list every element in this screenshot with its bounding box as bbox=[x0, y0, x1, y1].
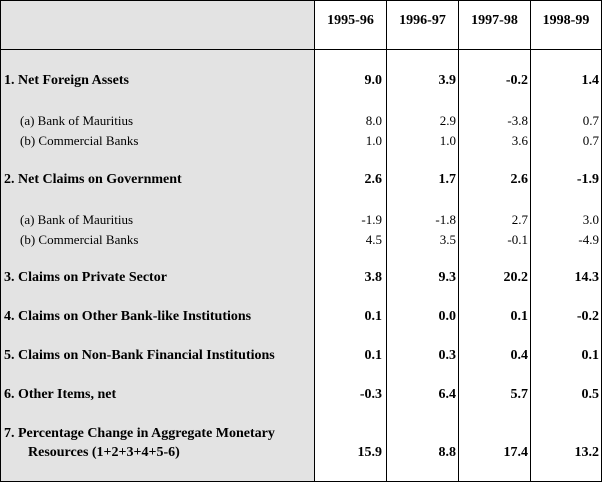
cell-value: 0.7 bbox=[582, 113, 599, 128]
cell-value: -1.9 bbox=[576, 172, 599, 187]
column-divider bbox=[530, 1, 531, 481]
row-label: 6. Other Items, net bbox=[4, 387, 117, 402]
table-row: 1. Net Foreign Assets 9.0 3.9 -0.2 1.4 bbox=[1, 73, 601, 91]
row-label: 4. Claims on Other Bank-like Institution… bbox=[4, 309, 252, 324]
cell-value: 1.0 bbox=[365, 133, 382, 148]
table-row: 5. Claims on Non-Bank Financial Institut… bbox=[1, 348, 601, 366]
cell-value: 1.4 bbox=[581, 73, 600, 88]
cell-value: -0.3 bbox=[359, 387, 382, 402]
header-1995-96: 1995-96 bbox=[327, 13, 374, 28]
row-label: 1. Net Foreign Assets bbox=[4, 73, 129, 88]
cell-value: 0.5 bbox=[581, 387, 600, 402]
cell-value: 5.7 bbox=[510, 387, 529, 402]
cell-value: 20.2 bbox=[503, 270, 529, 285]
cell-value: 0.4 bbox=[510, 348, 529, 363]
header-1996-97: 1996-97 bbox=[399, 13, 446, 28]
row-label: 2. Net Claims on Government bbox=[4, 172, 182, 187]
table-row: Resources (1+2+3+4+5-6) 15.9 8.8 17.4 13… bbox=[1, 445, 601, 463]
row-label: 3. Claims on Private Sector bbox=[4, 270, 167, 285]
cell-value: -3.8 bbox=[507, 113, 528, 128]
cell-value: 4.5 bbox=[365, 232, 382, 247]
cell-value: -4.9 bbox=[578, 232, 599, 247]
table-row: 3. Claims on Private Sector 3.8 9.3 20.2… bbox=[1, 270, 601, 288]
cell-value: -1.8 bbox=[435, 212, 456, 227]
table-row: (a) Bank of Mauritius 8.0 2.9 -3.8 0.7 bbox=[1, 113, 601, 131]
row-label-continued: Resources (1+2+3+4+5-6) bbox=[28, 445, 180, 460]
header-divider bbox=[1, 49, 601, 50]
cell-value: -0.1 bbox=[507, 232, 528, 247]
cell-value: 8.0 bbox=[365, 113, 382, 128]
table-row: 2. Net Claims on Government 2.6 1.7 2.6 … bbox=[1, 172, 601, 190]
cell-value: -0.2 bbox=[576, 309, 599, 324]
cell-value: 14.3 bbox=[574, 270, 600, 285]
cell-value: 3.0 bbox=[582, 212, 599, 227]
cell-value: 9.0 bbox=[364, 73, 383, 88]
table-row: (b) Commercial Banks 1.0 1.0 3.6 0.7 bbox=[1, 133, 601, 151]
cell-value: 3.6 bbox=[511, 133, 528, 148]
row-label: (b) Commercial Banks bbox=[20, 232, 139, 247]
cell-value: 3.9 bbox=[438, 73, 457, 88]
table-row: 7. Percentage Change in Aggregate Moneta… bbox=[1, 426, 601, 444]
column-divider bbox=[386, 1, 387, 481]
cell-value: 17.4 bbox=[503, 445, 529, 460]
cell-value: 2.6 bbox=[510, 172, 529, 187]
cell-value: 2.7 bbox=[511, 212, 528, 227]
cell-value: 0.0 bbox=[438, 309, 457, 324]
cell-value: 8.8 bbox=[438, 445, 457, 460]
header-1997-98: 1997-98 bbox=[471, 13, 518, 28]
cell-value: 0.1 bbox=[581, 348, 600, 363]
cell-value: 3.8 bbox=[364, 270, 383, 285]
cell-value: 0.7 bbox=[582, 133, 599, 148]
cell-value: 0.3 bbox=[438, 348, 457, 363]
row-label: (a) Bank of Mauritius bbox=[20, 113, 134, 128]
column-divider bbox=[458, 1, 459, 481]
row-label: (b) Commercial Banks bbox=[20, 133, 139, 148]
table-row: 4. Claims on Other Bank-like Institution… bbox=[1, 309, 601, 327]
cell-value: -1.9 bbox=[361, 212, 382, 227]
label-column-background bbox=[1, 1, 314, 481]
cell-value: 9.3 bbox=[438, 270, 457, 285]
table-row: (b) Commercial Banks 4.5 3.5 -0.1 -4.9 bbox=[1, 232, 601, 250]
cell-value: 13.2 bbox=[574, 445, 600, 460]
table-row: 6. Other Items, net -0.3 6.4 5.7 0.5 bbox=[1, 387, 601, 405]
cell-value: 0.1 bbox=[364, 309, 383, 324]
table-row: (a) Bank of Mauritius -1.9 -1.8 2.7 3.0 bbox=[1, 212, 601, 230]
cell-value: 1.0 bbox=[439, 133, 456, 148]
cell-value: 6.4 bbox=[438, 387, 457, 402]
cell-value: 0.1 bbox=[510, 309, 529, 324]
row-label: (a) Bank of Mauritius bbox=[20, 212, 134, 227]
column-divider bbox=[314, 1, 315, 481]
cell-value: 0.1 bbox=[364, 348, 383, 363]
row-label: 7. Percentage Change in Aggregate Moneta… bbox=[4, 426, 275, 441]
cell-value: 2.6 bbox=[364, 172, 383, 187]
cell-value: 15.9 bbox=[357, 445, 383, 460]
cell-value: 1.7 bbox=[438, 172, 457, 187]
header-1998-99: 1998-99 bbox=[542, 13, 590, 28]
row-label: 5. Claims on Non-Bank Financial Institut… bbox=[4, 348, 275, 363]
cell-value: 2.9 bbox=[439, 113, 456, 128]
cell-value: -0.2 bbox=[505, 73, 528, 88]
cell-value: 3.5 bbox=[439, 232, 456, 247]
